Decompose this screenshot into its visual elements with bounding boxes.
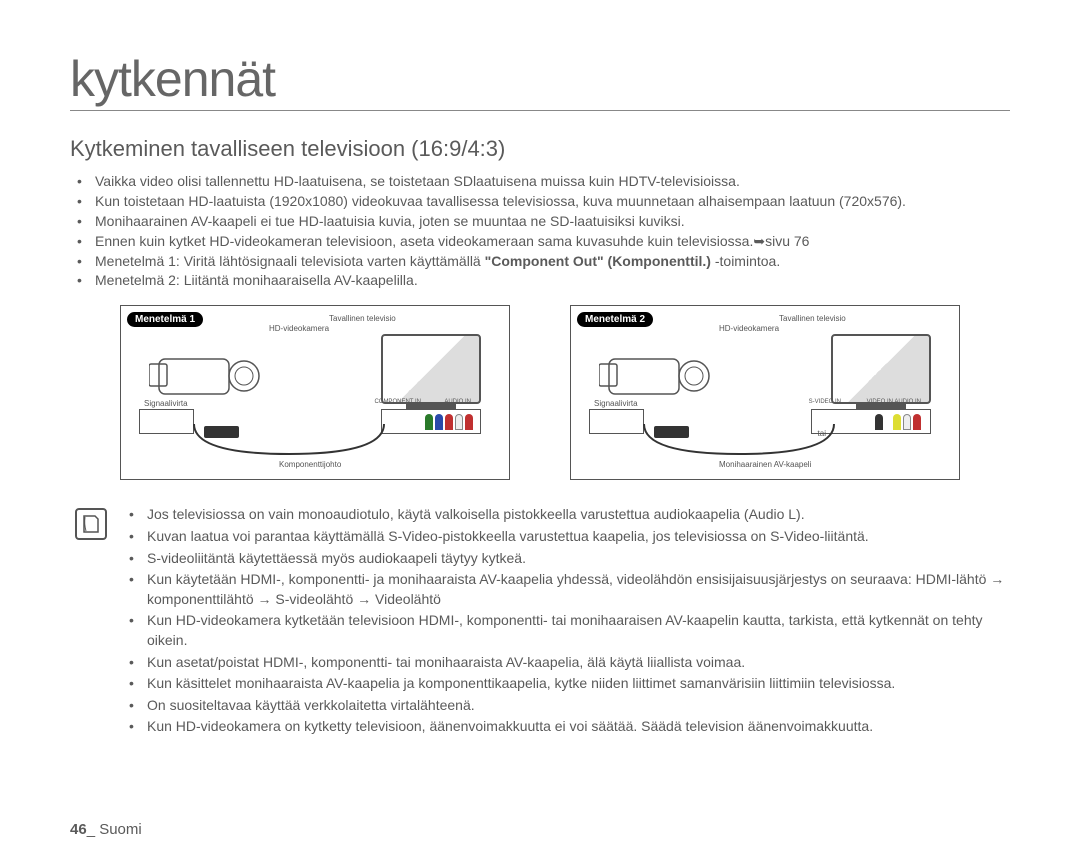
or-label: tai	[818, 429, 826, 438]
note-item: Kun HD-videokamera on kytketty televisio…	[147, 717, 1010, 737]
port-label: Signaalivirta	[144, 399, 188, 408]
connector-icon	[204, 426, 239, 438]
note-item: Kun käytetään HDMI-, komponentti- ja mon…	[147, 570, 1010, 609]
bullet-item: Menetelmä 1: Viritä lähtösignaali televi…	[95, 252, 1010, 271]
note-icon	[75, 508, 107, 540]
notes-section: Jos televisiossa on vain monoaudiotulo, …	[70, 505, 1010, 739]
plugs	[425, 414, 473, 430]
intro-bullets: Vaikka video olisi tallennettu HD-laatui…	[70, 172, 1010, 290]
bullet-item: Kun toistetaan HD-laatuista (1920x1080) …	[95, 192, 1010, 211]
plug-black	[875, 414, 883, 430]
plug-red	[465, 414, 473, 430]
bullet-item: Menetelmä 2: Liitäntä monihaaraisella AV…	[95, 271, 1010, 290]
port-label: Signaalivirta	[594, 399, 638, 408]
camcorder-icon	[599, 344, 719, 404]
port-label: VIDEO IN AUDIO IN	[867, 399, 921, 405]
plug-red	[913, 414, 921, 430]
camera-label: HD-videokamera	[719, 324, 779, 333]
note-item: Kun käsittelet monihaaraista AV-kaapelia…	[147, 674, 1010, 694]
camcorder-icon	[149, 344, 269, 404]
note-item: On suositeltavaa käyttää verkkolaitetta …	[147, 696, 1010, 716]
connector-icon	[654, 426, 689, 438]
port-label: S-VIDEO IN	[809, 399, 841, 405]
notes-list: Jos televisiossa on vain monoaudiotulo, …	[122, 505, 1010, 739]
page-number: 46	[70, 821, 87, 838]
cable-label: Monihaarainen AV-kaapeli	[719, 460, 811, 469]
port-label: AUDIO IN	[444, 399, 471, 405]
bullet-item: Monihaarainen AV-kaapeli ei tue HD-laatu…	[95, 212, 1010, 231]
note-item: Kun HD-videokamera kytketään televisioon…	[147, 611, 1010, 650]
bullet-item: Ennen kuin kytket HD-videokameran televi…	[95, 232, 1010, 251]
bullet-item: Vaikka video olisi tallennettu HD-laatui…	[95, 172, 1010, 191]
plug-blue	[435, 414, 443, 430]
port-signal	[139, 409, 194, 434]
note-item: Jos televisiossa on vain monoaudiotulo, …	[147, 505, 1010, 525]
diagram-1: Menetelmä 1 Tavallinen televisio HD-vide…	[120, 305, 510, 480]
port-signal	[589, 409, 644, 434]
note-item: Kun asetat/poistat HDMI-, komponentti- t…	[147, 653, 1010, 673]
diagram-row: Menetelmä 1 Tavallinen televisio HD-vide…	[70, 305, 1010, 480]
text: Menetelmä 1: Viritä lähtösignaali televi…	[95, 253, 485, 269]
section-subtitle: Kytkeminen tavalliseen televisioon (16:9…	[70, 136, 1010, 162]
page-footer: 46_ Suomi	[70, 821, 142, 838]
camera-label: HD-videokamera	[269, 324, 329, 333]
page-title: kytkennät	[70, 50, 1010, 111]
plug-yellow	[893, 414, 901, 430]
plugs	[875, 414, 921, 430]
tv-label: Tavallinen televisio	[779, 314, 846, 323]
diagram-2: Menetelmä 2 Tavallinen televisio HD-vide…	[570, 305, 960, 480]
language-label: Suomi	[99, 821, 142, 838]
plug-red	[445, 414, 453, 430]
note-item: S-videoliitäntä käytettäessä myös audiok…	[147, 549, 1010, 569]
text: -toimintoa.	[711, 253, 780, 269]
separator: _	[87, 821, 95, 838]
plug-green	[425, 414, 433, 430]
tv-label: Tavallinen televisio	[329, 314, 396, 323]
bold-text: "Component Out" (Komponenttil.)	[485, 253, 711, 269]
note-item: Kuvan laatua voi parantaa käyttämällä S-…	[147, 527, 1010, 547]
port-label: COMPONENT IN	[374, 399, 421, 405]
plug-white	[903, 414, 911, 430]
plug-white	[455, 414, 463, 430]
cable-label: Komponenttijohto	[279, 460, 341, 469]
